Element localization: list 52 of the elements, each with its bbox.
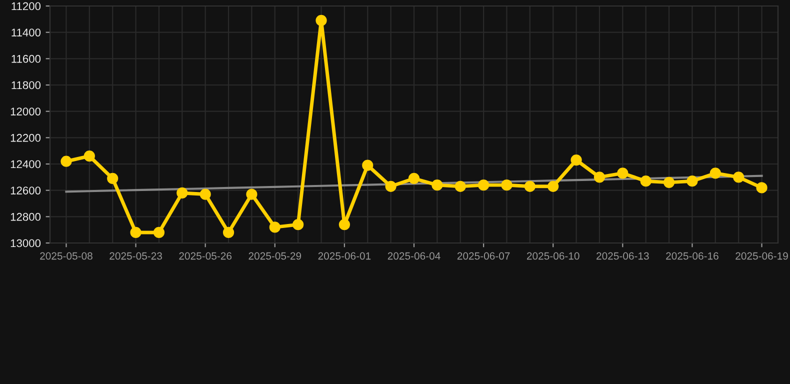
point (269, 222, 280, 233)
point (362, 160, 374, 171)
y-tick-label: 12800 (10, 212, 41, 221)
point (84, 150, 95, 162)
point (200, 188, 211, 200)
point (153, 226, 165, 238)
y-tick-label: 11200 (12, 2, 41, 10)
x-tick-label: 2025-05-29 (248, 252, 302, 260)
x-tick-label: 2025-06-19 (736, 252, 788, 260)
point (246, 188, 258, 200)
y-tick-label: 11800 (12, 81, 41, 90)
y-tick-label: 11400 (12, 28, 41, 36)
point (292, 219, 304, 230)
point (686, 176, 698, 187)
x-tick-label: 2025-05-23 (110, 252, 162, 260)
point (710, 168, 721, 179)
point (454, 180, 466, 192)
x-tick-label: 2025-06-13 (596, 252, 649, 260)
y-tick-label: 11600 (12, 54, 41, 63)
y-tick-label: 12400 (10, 160, 41, 168)
x-tick-label: 2025-06-01 (318, 252, 371, 260)
point (617, 168, 628, 179)
point (130, 226, 142, 238)
point (548, 180, 559, 192)
point (640, 176, 652, 187)
point (524, 180, 536, 192)
point (60, 156, 72, 167)
y-tick-label: 12200 (10, 134, 41, 142)
point (385, 180, 396, 192)
point (316, 14, 327, 26)
point (501, 180, 512, 191)
point (176, 187, 188, 199)
point (570, 154, 582, 166)
point (663, 176, 675, 188)
x-tick-label: 2025-06-10 (526, 252, 580, 260)
point (222, 226, 234, 238)
point (107, 172, 118, 184)
x-tick-label: 2025-05-26 (179, 252, 232, 260)
point (594, 172, 606, 183)
point (408, 172, 420, 184)
point (756, 182, 768, 194)
point (432, 180, 443, 191)
point (338, 219, 350, 230)
x-tick-label: 2025-06-07 (457, 252, 510, 260)
point (478, 180, 490, 191)
y-tick-label: 12000 (10, 108, 41, 116)
x-tick-label: 2025-06-16 (666, 252, 718, 260)
x-tick-label: 2025-06-04 (388, 252, 440, 260)
y-tick-label: 13000 (10, 239, 41, 248)
y-tick-label: 12600 (10, 186, 41, 194)
x-tick-label: 2025-05-08 (40, 252, 92, 260)
point (733, 172, 744, 183)
